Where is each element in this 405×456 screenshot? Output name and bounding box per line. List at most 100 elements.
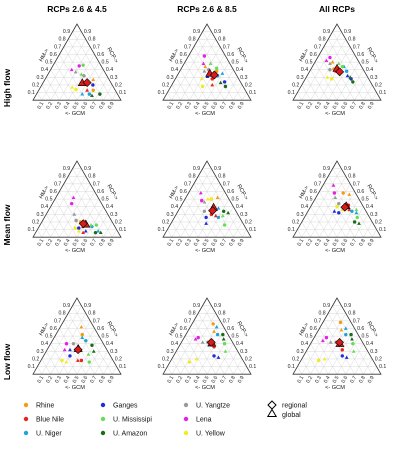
tick-label-rcp-right: 0.5 [102,197,109,203]
tick-label-rcp-right: 0.4 [236,67,243,73]
point-u-amazon-regional [93,230,98,235]
legend-label-u-yellow: U. Yellow [196,431,226,438]
gridline-hm [323,320,355,375]
gridline-hm [54,336,78,375]
tick-label-rcp-right: 0.3 [110,349,117,355]
panel-mean-flow-rcps-2-6-4-5: 0.10.1 0.10.20.2 0.20.30.3 0.30.40.4 0.40.50… [28,160,126,254]
gridline-gcm [94,351,108,375]
point-ganges-global [332,209,337,213]
point-u-yangtze-global [333,195,338,199]
gridline-hm [301,84,311,101]
tick-label-rcp-right: 0.6 [227,189,234,195]
point-rhine-global [91,77,96,82]
tick-label-rcp-left: 0.5 [45,334,52,340]
tick-label-rcp-left: 0.1 [288,227,295,233]
gridline-hm [314,62,338,101]
tick-label-gcm: 0.7 [89,375,98,384]
tick-label-rcp-left: 0.2 [162,219,169,225]
tick-label-rcp-left: 0.7 [54,44,61,50]
point-u-yellow-global [199,76,204,81]
tick-label-rcp-right: 0.9 [214,29,221,35]
point-ganges-global [216,355,221,359]
tick-label-gcm: 0.7 [89,238,98,247]
gridline-gcm [103,221,113,238]
tick-label-rcp-right: 0.6 [97,189,104,195]
point-ganges-regional [222,80,227,84]
gridline-hm [171,84,181,101]
gridline-hm [37,366,42,375]
gridline-gcm [189,320,221,375]
point-ganges-regional [340,354,344,358]
tick-label-rcp-right: 0.5 [102,334,109,340]
point-lena-regional [64,342,69,346]
tick-label-rcp-right: 0.2 [375,82,382,88]
tick-label-rcp-left: 0.7 [184,181,191,187]
point-u-mississipi-global [354,207,359,212]
point-ganges-global [68,347,72,352]
gridline-gcm [171,31,212,101]
tick-label-rcp-left: 0.9 [193,166,200,172]
tick-label-rcp-right: 0.6 [227,326,234,332]
gridline-gcm [242,229,247,238]
tick-label-rcp-right: 0.9 [214,303,221,309]
point-u-niger-global [96,229,101,233]
point-ganges-global [344,355,349,359]
gridline-gcm [345,343,364,375]
tick-label-rcp-right: 0.7 [353,181,360,187]
point-u-niger-global [80,335,85,340]
gridline-hm [297,229,302,238]
tick-label-rcp-right: 0.7 [353,318,360,324]
tick-label-gcm: 0.8 [358,101,367,110]
tick-label-rcp-right: 0.2 [245,82,252,88]
gridline-gcm [233,358,243,375]
gridline-gcm [301,168,342,238]
tick-label-rcp-left: 0.5 [175,60,182,66]
tick-label-gcm: 0.3 [184,101,193,110]
row-title-high-flow: High flow [2,68,12,107]
tick-label-gcm: 0.5 [72,238,81,247]
point-u-yellow-global [325,75,330,79]
point-lena-global [71,195,76,199]
tick-label-gcm: 0.3 [54,375,63,384]
gridline-hm [202,31,243,101]
tick-label-gcm: 0.7 [219,238,228,247]
panel-high-flow-rcps-2-6-4-5: 0.10.1 0.10.20.2 0.20.30.3 0.30.40.4 0.40.50… [28,23,126,117]
point-u-mississipi-global [89,223,93,227]
centroid-regional-marker [209,70,219,80]
point-u-amazon-regional [221,332,225,337]
tick-label-rcp-right: 0.4 [366,341,373,347]
tick-label-rcp-right: 0.6 [357,189,364,195]
panel-grid [167,168,247,238]
tick-label-rcp-right: 0.4 [366,67,373,73]
tick-label-gcm: 0.6 [211,238,220,247]
point-u-amazon-regional [90,343,94,347]
tick-label-rcp-left: 0.5 [45,197,52,203]
tick-label-rcp-right: 0.8 [88,174,95,180]
tick-label-gcm: 0.3 [184,375,193,384]
point-rhine-global [330,60,335,64]
gridline-hm [72,31,113,101]
point-u-yellow-regional [330,77,334,81]
panel-frame [162,23,252,101]
gridline-hm [37,229,42,238]
legend-label-rhine: Rhine [36,403,54,410]
point-u-yellow-global [322,356,327,361]
legend-item-u-yangtze: U. Yangtze [183,403,230,410]
tick-label-rcp-left: 0.6 [50,326,57,332]
gridline-gcm [41,31,82,101]
tick-label-gcm: 0.5 [332,238,341,247]
gridline-hm [63,46,95,101]
point-u-niger-regional [344,69,349,73]
tick-label-rcp-right: 0.4 [106,341,113,347]
point-rhine-global [212,329,216,333]
tick-label-rcp-right: 0.7 [223,44,230,50]
tick-label-rcp-left: 0.4 [41,67,48,73]
point-lena-regional [324,335,329,340]
point-u-mississipi-regional [94,223,99,227]
legend-label-u-yangtze: U. Yangtze [196,403,230,410]
panel-low-flow-rcps-2-6-8-5: 0.10.1 0.10.20.2 0.20.30.3 0.30.40.4 0.40.50… [158,297,256,391]
tick-label-rcp-right: 0.5 [102,60,109,66]
tick-label-rcp-right: 0.1 [249,227,256,233]
tick-label-gcm: 0.1 [37,101,46,110]
ternary-panels: 0.10.1 0.10.20.2 0.20.30.3 0.30.40.4 0.40.50… [28,23,386,391]
